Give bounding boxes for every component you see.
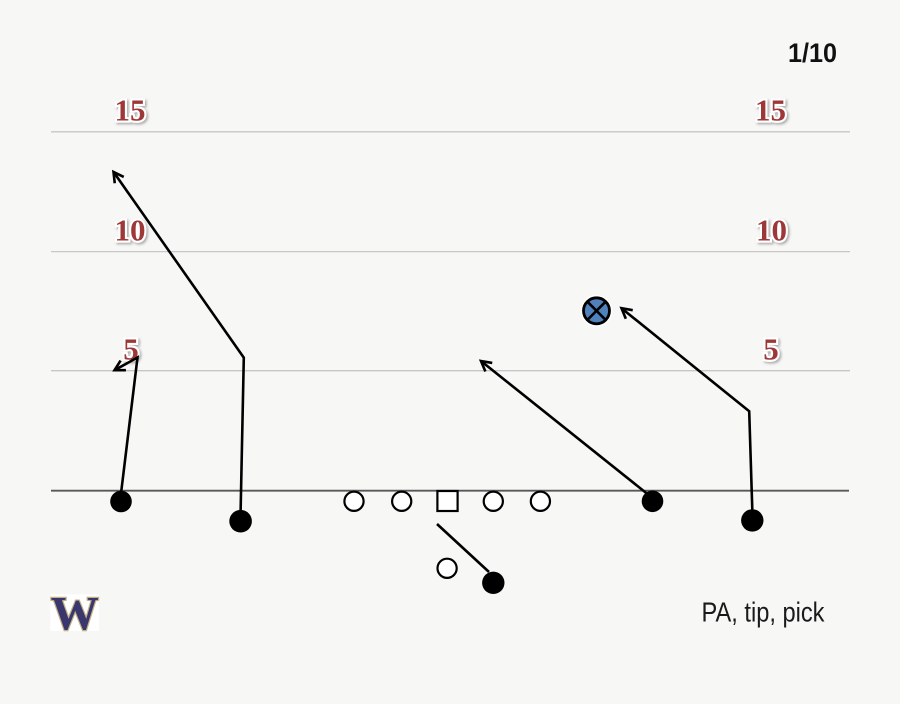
svg-text:W: W	[51, 588, 99, 641]
svg-text:PA, tip, pick: PA, tip, pick	[702, 597, 826, 628]
svg-text:10: 10	[115, 212, 146, 247]
svg-text:15: 15	[115, 93, 146, 128]
svg-text:5: 5	[763, 331, 779, 366]
svg-text:10: 10	[756, 212, 787, 247]
svg-text:1/10: 1/10	[788, 38, 837, 68]
svg-text:15: 15	[755, 93, 786, 128]
